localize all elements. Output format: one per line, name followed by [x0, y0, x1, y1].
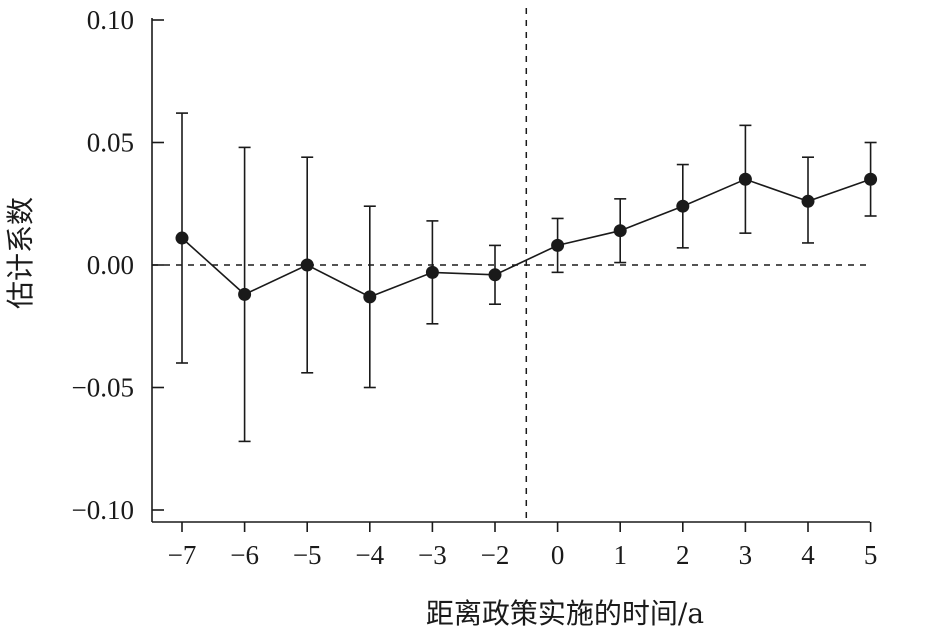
- data-points: [175, 172, 878, 304]
- data-point: [425, 265, 439, 279]
- reference-lines: [152, 8, 870, 522]
- y-tick-label: 0.00: [87, 250, 134, 280]
- x-tick-label: −7: [168, 540, 197, 570]
- data-point: [551, 238, 565, 252]
- data-point: [676, 199, 690, 213]
- x-tick-label: 2: [676, 540, 690, 570]
- x-tick-label: 5: [864, 540, 878, 570]
- x-tick-label: 4: [801, 540, 815, 570]
- x-tick-label: −6: [230, 540, 259, 570]
- x-tick-label: 1: [613, 540, 627, 570]
- data-point: [613, 224, 627, 238]
- x-tick-label: 0: [551, 540, 565, 570]
- y-tick-label: 0.10: [87, 5, 134, 35]
- x-tick-label: −2: [481, 540, 510, 570]
- data-point: [864, 172, 878, 186]
- data-point: [175, 231, 189, 245]
- data-point: [363, 290, 377, 304]
- x-tick-label: −5: [293, 540, 322, 570]
- y-tick-label: −0.05: [72, 373, 134, 403]
- y-tick-label: −0.10: [72, 495, 134, 525]
- x-tick-labels: −7 −6 −5 −4 −3 −2 0 1 2 3 4 5: [168, 540, 878, 570]
- x-axis-label: 距离政策实施的时间/a: [426, 597, 704, 630]
- y-axis-label: 估计系数: [4, 197, 37, 309]
- x-tick-label: 3: [739, 540, 753, 570]
- y-tick-labels: 0.10 0.05 0.00 −0.05 −0.10: [72, 5, 134, 525]
- data-point: [238, 287, 252, 301]
- y-tick-label: 0.05: [87, 128, 134, 158]
- data-point: [300, 258, 314, 272]
- data-point: [488, 268, 502, 282]
- data-point: [738, 172, 752, 186]
- series-line-group: [181, 178, 871, 298]
- x-tick-label: −3: [418, 540, 447, 570]
- x-tick-label: −4: [355, 540, 384, 570]
- data-point: [801, 194, 815, 208]
- axes: [151, 18, 872, 532]
- series-line: [181, 178, 871, 298]
